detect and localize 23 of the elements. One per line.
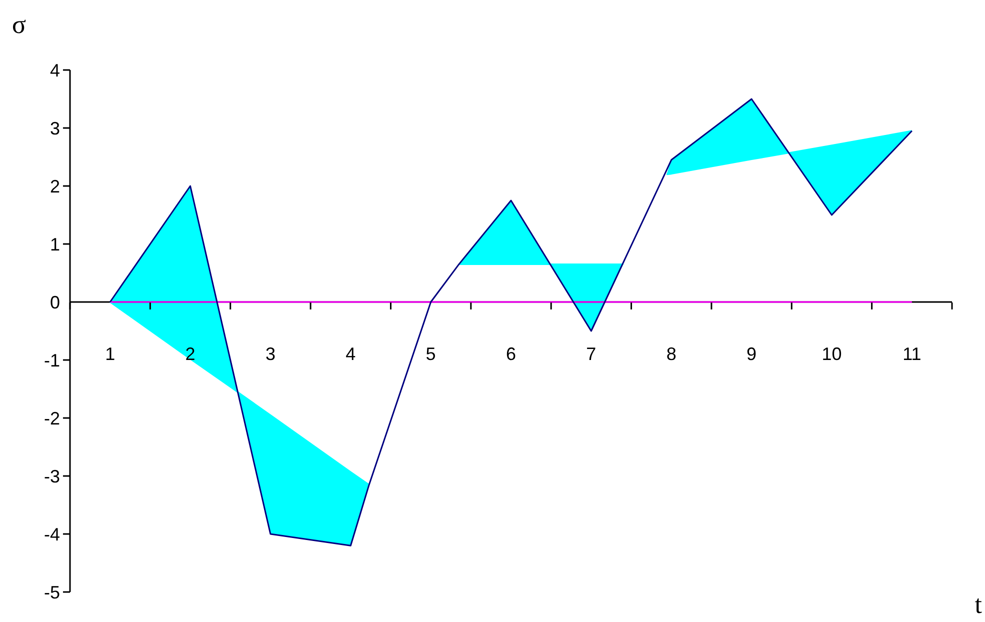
y-tick-label: -3 xyxy=(44,466,60,486)
x-tick-label: 3 xyxy=(265,344,276,364)
y-tick-label: 4 xyxy=(50,60,60,80)
x-tick-label: 8 xyxy=(666,344,676,364)
x-axis-title: t xyxy=(974,590,982,619)
x-tick-label: 11 xyxy=(902,344,922,364)
x-tick-label: 7 xyxy=(586,344,596,364)
x-tick-label: 1 xyxy=(105,344,116,364)
y-tick-label: 3 xyxy=(50,118,60,138)
x-tick-label: 10 xyxy=(822,344,842,364)
x-tick-label: 9 xyxy=(746,344,757,364)
x-tick-label: 4 xyxy=(346,344,356,364)
y-tick-label: 0 xyxy=(50,292,60,312)
y-tick-label: -1 xyxy=(44,350,60,370)
y-axis-title: σ xyxy=(12,10,26,40)
y-tick-label: 1 xyxy=(50,234,60,254)
y-tick-label: 2 xyxy=(50,176,60,196)
x-tick-label: 2 xyxy=(185,344,196,364)
y-tick-label: -2 xyxy=(44,408,60,428)
x-tick-label: 6 xyxy=(506,344,516,364)
x-tick-label: 5 xyxy=(426,344,436,364)
y-tick-label: -5 xyxy=(44,582,60,602)
y-tick-label: -4 xyxy=(44,524,60,544)
